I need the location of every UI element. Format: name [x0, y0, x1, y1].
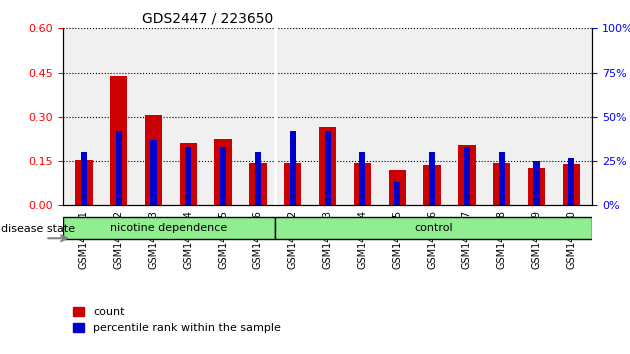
Bar [290, 131, 296, 205]
Bar [563, 164, 580, 205]
Bar [249, 162, 266, 205]
Bar [534, 161, 539, 205]
FancyBboxPatch shape [275, 217, 592, 239]
Bar [81, 152, 87, 205]
Text: nicotine dependence: nicotine dependence [110, 223, 227, 233]
Bar [353, 162, 371, 205]
Bar [528, 169, 545, 205]
Bar [214, 139, 232, 205]
Text: disease state: disease state [1, 224, 75, 234]
Bar [75, 160, 93, 205]
Bar [458, 145, 476, 205]
FancyBboxPatch shape [63, 217, 275, 239]
Bar [568, 158, 575, 205]
Bar [116, 131, 122, 205]
Bar [185, 147, 192, 205]
Bar [429, 152, 435, 205]
Bar [145, 115, 163, 205]
Bar [180, 143, 197, 205]
Bar [394, 182, 400, 205]
Bar [464, 147, 470, 205]
Bar [284, 162, 302, 205]
Bar [493, 162, 510, 205]
Bar [319, 127, 336, 205]
Bar [498, 152, 505, 205]
Legend: count, percentile rank within the sample: count, percentile rank within the sample [69, 303, 285, 338]
Text: GDS2447 / 223650: GDS2447 / 223650 [142, 12, 273, 26]
Bar [110, 75, 127, 205]
Bar [324, 131, 331, 205]
Text: control: control [414, 223, 453, 233]
Bar [389, 170, 406, 205]
Bar [255, 152, 261, 205]
Bar [220, 147, 226, 205]
Bar [423, 166, 441, 205]
Bar [151, 140, 157, 205]
Bar [359, 152, 365, 205]
